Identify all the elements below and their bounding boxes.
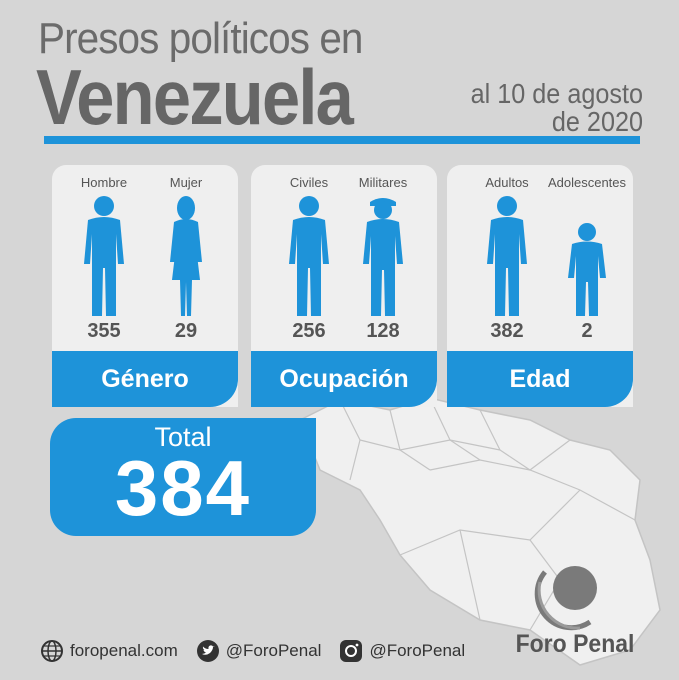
globe-icon: [41, 640, 63, 662]
woman-icon: [146, 194, 226, 318]
brand-name: Foro Penal: [515, 630, 635, 658]
stat-value: 29: [174, 320, 198, 342]
website-link[interactable]: foropenal.com: [40, 639, 178, 663]
stat-hombre: Hombre 355: [64, 165, 144, 343]
date-line2: de 2020: [551, 106, 643, 137]
twitter-icon: [196, 640, 219, 662]
card-category-label: Edad: [447, 351, 633, 407]
card-category-label: Género: [52, 351, 238, 407]
page-title-line1: Presos políticos en: [38, 14, 363, 63]
stat-militares: Militares 128: [343, 165, 423, 343]
stat-value: 355: [87, 320, 121, 342]
card-edad: Adultos 382 Adolescentes 2 Edad: [447, 165, 633, 407]
stat-value: 256: [292, 320, 326, 342]
stat-value: 2: [581, 320, 593, 342]
total-value: 384: [114, 444, 252, 532]
stat-label: Adolescentes: [547, 175, 627, 190]
title-underline: [44, 136, 640, 144]
twitter-handle: @ForoPenal: [225, 641, 322, 660]
stat-value: 382: [490, 320, 524, 342]
date-label: al 10 de agosto de 2020: [445, 80, 643, 136]
date-line1: al 10 de agosto: [470, 78, 643, 109]
instagram-icon: [340, 640, 363, 662]
adolescent-icon: [547, 194, 627, 318]
adult-icon: [467, 194, 547, 318]
website-text: foropenal.com: [70, 641, 178, 660]
total-box: Total 384: [50, 418, 316, 536]
card-category-label: Ocupación: [251, 351, 437, 407]
footer-links: foropenal.com @ForoPenal @ForoPenal: [40, 638, 465, 664]
card-genero: Hombre 355 Mujer 29 Género: [52, 165, 238, 407]
stat-label: Hombre: [80, 175, 128, 190]
total-label: Total: [154, 422, 212, 452]
civilian-icon: [269, 194, 349, 318]
soldier-icon: [343, 194, 423, 318]
card-ocupacion: Civiles 256 Militares 128 Ocupación: [251, 165, 437, 407]
stat-civiles: Civiles 256: [269, 165, 349, 343]
stat-label: Militares: [358, 175, 408, 190]
stat-value: 128: [366, 320, 400, 342]
instagram-link[interactable]: @ForoPenal: [339, 639, 465, 663]
stat-label: Civiles: [289, 175, 329, 190]
foro-penal-logo: Foro Penal: [510, 552, 640, 664]
stat-label: Adultos: [485, 175, 529, 190]
page-title-line2: Venezuela: [36, 53, 354, 141]
twitter-link[interactable]: @ForoPenal: [196, 639, 322, 663]
instagram-handle: @ForoPenal: [369, 641, 466, 660]
stat-adultos: Adultos 382: [467, 165, 547, 343]
stat-label: Mujer: [169, 175, 203, 190]
man-icon: [64, 194, 144, 318]
stat-mujer: Mujer 29: [146, 165, 226, 343]
stat-adolescentes: Adolescentes 2: [547, 165, 627, 343]
logo-mark-icon: [534, 566, 597, 631]
